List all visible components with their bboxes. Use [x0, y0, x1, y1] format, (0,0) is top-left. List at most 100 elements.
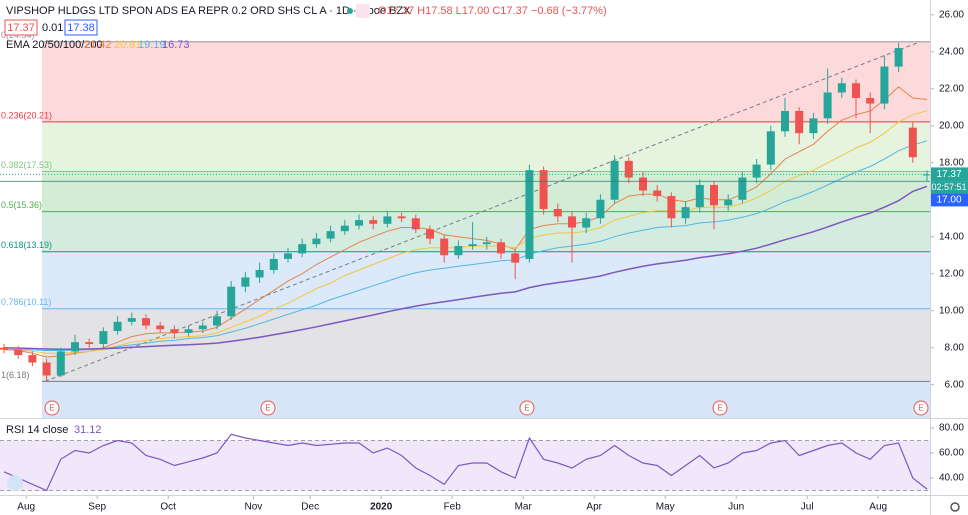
earnings-label: E [49, 404, 54, 413]
candle-body [653, 190, 662, 197]
candle-body [426, 229, 434, 239]
fib-band [42, 251, 930, 309]
background-layer: 0(24.54)0.236(20.21)0.382(17.53)0.5(15.3… [0, 30, 930, 491]
earnings-label: E [918, 404, 923, 413]
candle-body [355, 220, 363, 226]
logo [7, 475, 23, 491]
rsi-tick-label: 80.00 [939, 423, 964, 434]
ema-line [4, 140, 928, 351]
candle-body [284, 253, 292, 259]
time-tick-label: Sep [88, 502, 106, 513]
countdown: 02:57:51 [931, 182, 966, 192]
candle-body [340, 225, 349, 232]
low-price: 17.00 [936, 195, 961, 206]
candle-body [0, 347, 8, 350]
price-tick-label: 24.00 [939, 46, 964, 57]
candle-body [85, 342, 94, 345]
candle-body [894, 48, 903, 67]
candle-body [14, 349, 23, 356]
ema-line [3, 86, 928, 358]
earnings-label: E [265, 404, 270, 413]
candle-body [525, 170, 534, 259]
time-tick-label: Jun [728, 502, 744, 513]
candle-body [766, 131, 775, 165]
low-price-badge [930, 193, 968, 207]
candle-body [837, 83, 846, 93]
earnings-marker [913, 400, 929, 416]
candle-body [724, 199, 733, 206]
spread: 0.01 [42, 22, 63, 34]
candle-body [454, 245, 463, 256]
time-tick-label: May [656, 502, 675, 513]
candle-body [582, 218, 591, 228]
earnings-marker [44, 400, 60, 416]
candle-body [752, 164, 761, 178]
ema-value: 16.73 [162, 39, 190, 51]
fib-label: 0.382(17.53) [1, 160, 52, 170]
price-tick-label: 20.00 [939, 120, 964, 131]
candle-body [198, 325, 207, 330]
price-tick-label: 8.00 [945, 342, 965, 353]
candle-body [71, 342, 79, 352]
candle-body [369, 220, 378, 224]
ohlc-readout: O17.37 H17.58 L17.00 C17.37 −0.68 (−3.77… [378, 5, 607, 17]
candle-body [624, 160, 633, 178]
candle-body [56, 351, 65, 376]
rsi-band [0, 440, 930, 491]
candle-body [269, 258, 278, 271]
candle-body [738, 177, 747, 200]
time-tick-label: Aug [17, 502, 35, 513]
fib-band [42, 41, 930, 122]
fib-trend [44, 41, 921, 382]
price-tick-label: 12.00 [939, 268, 964, 279]
symbol-title: VIPSHOP HLDGS LTD SPON ADS EA REPR 0.2 O… [6, 5, 411, 17]
candle-body [852, 83, 860, 99]
price-tick-label: 10.00 [939, 305, 964, 316]
earnings-label: E [524, 404, 529, 413]
time-tick-label: Mar [515, 502, 533, 513]
candle-body [468, 244, 477, 246]
rsi-title: RSI 14 close [6, 424, 68, 436]
candle-body [880, 66, 889, 104]
candle-body [184, 329, 193, 333]
fib-band [42, 171, 930, 212]
ema-line [3, 110, 928, 354]
candle-body [639, 177, 647, 191]
candle-body [497, 242, 505, 254]
status-dot [347, 8, 353, 14]
candle-body [695, 184, 704, 208]
candle-body [610, 160, 619, 200]
candle-body [710, 184, 718, 206]
ema-legend: EMA 20/50/100/200 [6, 39, 103, 51]
earnings-marker [712, 400, 728, 416]
last-price-badge [930, 167, 968, 182]
candle-body [312, 238, 321, 245]
candle-body [241, 277, 250, 287]
candle-body [781, 110, 789, 132]
candle-body [539, 170, 548, 209]
bid: 17.37 [7, 22, 35, 34]
time-tick-label: Apr [586, 502, 602, 513]
rsi-tick-label: 60.00 [939, 448, 964, 459]
candle-body [113, 321, 122, 332]
price-tick-label: 6.00 [945, 379, 965, 390]
price-tick-label: 26.00 [939, 9, 964, 20]
candle-body [866, 98, 875, 104]
ema-value: 20.81 [114, 39, 142, 51]
time-tick-label: Jul [801, 502, 814, 513]
candle-body [667, 196, 676, 219]
ema-value: 19.19 [138, 39, 166, 51]
candle-body [298, 244, 307, 254]
candle-body [511, 253, 520, 263]
rsi-line [3, 433, 928, 492]
candle-body [795, 110, 804, 134]
fib-band [42, 211, 930, 252]
candle-body [823, 92, 832, 119]
fib-label: 0.5(15.36) [1, 200, 42, 210]
time-tick-label: Oct [160, 502, 176, 513]
candle-body [42, 362, 51, 376]
candle-body [255, 270, 264, 278]
candle-body [440, 238, 449, 256]
